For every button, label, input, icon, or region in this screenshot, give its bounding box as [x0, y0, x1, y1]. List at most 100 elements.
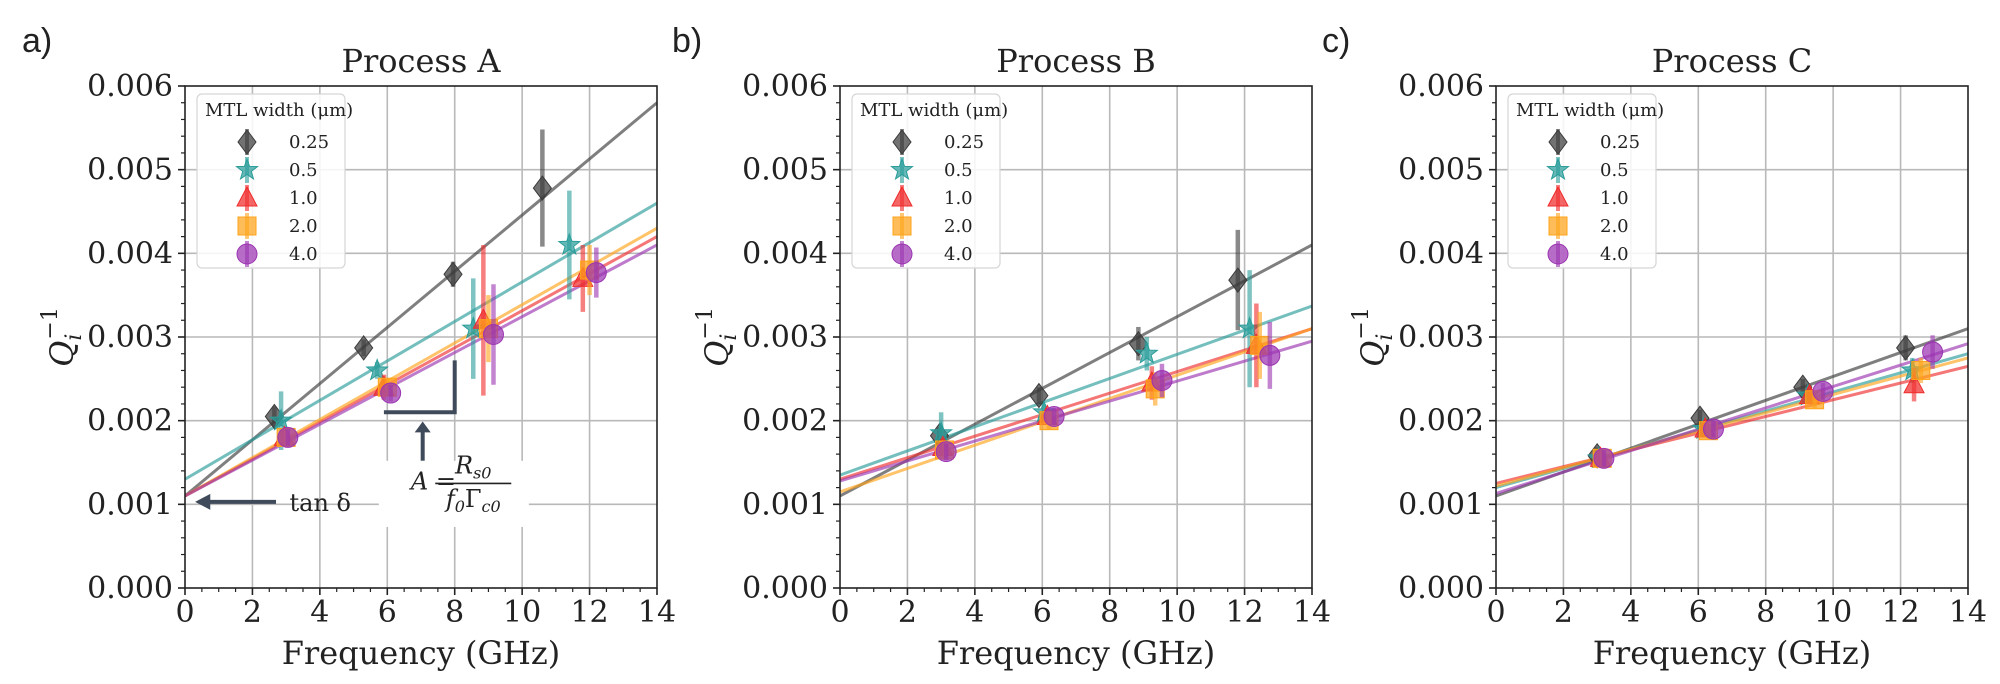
- data-point: [354, 335, 374, 361]
- legend-marker: [1546, 157, 1570, 181]
- slope-bracket: [383, 360, 457, 415]
- data-point: [1911, 360, 1931, 380]
- legend-marker: [1548, 129, 1568, 155]
- legend-label: 1.0: [944, 188, 973, 209]
- data-point: [1896, 335, 1916, 361]
- y-axis-label: Qi−1: [38, 307, 87, 367]
- legend-label: 4.0: [289, 244, 318, 265]
- fit-line-4.0: [1496, 342, 1968, 495]
- data-point: [557, 232, 582, 256]
- gridlines: [840, 86, 1312, 588]
- chart-title: Process B: [996, 42, 1155, 80]
- panel-label: c): [1322, 22, 1350, 60]
- legend-title: MTL width (μm): [205, 100, 353, 121]
- y-tick-label: 0.001: [742, 487, 828, 522]
- plot-frame: [839, 85, 1313, 589]
- y-axis-label-sup: −1: [693, 307, 718, 339]
- y-tick-label: 0.003: [742, 320, 828, 355]
- data-point: [380, 382, 402, 404]
- data-point: [365, 358, 389, 381]
- data-point: [1259, 344, 1281, 366]
- y-tick-label: 0.006: [742, 69, 828, 104]
- legend-marker: [890, 157, 914, 181]
- x-axis-label: Frequency (GHz): [937, 634, 1216, 672]
- y-tick-label: 0.001: [87, 487, 173, 522]
- legend: MTL width (μm) 0.25 0.5 1.0 2.0 4.0: [1507, 93, 1664, 269]
- tan-delta-arrowhead: [195, 493, 211, 510]
- legend-marker: [892, 129, 912, 155]
- plot-area: [840, 229, 1312, 498]
- x-tick-label: 2: [898, 595, 917, 630]
- data-point: [1702, 418, 1724, 440]
- x-axis-label: Frequency (GHz): [282, 634, 561, 672]
- data-point: [1151, 370, 1173, 392]
- series-1.0: [273, 244, 594, 446]
- legend-title: MTL width (μm): [860, 100, 1008, 121]
- x-tick-label: 8: [1756, 595, 1775, 630]
- series-4.0: [935, 321, 1281, 463]
- legend-label: 0.5: [944, 160, 973, 181]
- x-tick-label: 14: [1949, 595, 1987, 630]
- x-tick-label: 12: [1225, 595, 1263, 630]
- formula-lhs: A =: [409, 467, 456, 495]
- legend-marker: [237, 129, 257, 155]
- fit-line-2.0: [185, 226, 657, 498]
- y-axis-label-sub: i: [717, 334, 742, 341]
- y-tick-label: 0.005: [87, 153, 173, 188]
- data-point: [1043, 405, 1065, 427]
- y-tick-label: 0.006: [1398, 69, 1484, 104]
- plot-frame: [184, 85, 658, 589]
- y-tick-label: 0.000: [1398, 571, 1484, 606]
- legend-marker: [1548, 216, 1568, 236]
- fit-line-1.0: [840, 327, 1312, 481]
- fit-line-2.0: [1496, 356, 1968, 488]
- chart-panel-3: c) Process C 0 2 4 6 8 10 12 14 0.000 0.001 0.002 0.0…: [1322, 22, 1987, 672]
- legend-title: MTL width (μm): [1516, 100, 1664, 121]
- legend-label: 0.5: [1600, 160, 1629, 181]
- y-axis-label-sub: i: [62, 334, 87, 341]
- fit-line-0.5: [185, 201, 657, 481]
- y-axis-label-sub: i: [1373, 334, 1398, 341]
- x-tick-label: 4: [1621, 595, 1640, 630]
- formula-denominator: f0Γc0: [444, 485, 501, 516]
- formula-num-main: R: [454, 451, 473, 479]
- x-tick-label: 10: [1814, 595, 1852, 630]
- legend-marker: [892, 216, 912, 236]
- data-point: [482, 323, 504, 345]
- chart-panel-2: b) Process B 0 2 4 6 8 10 12 14 0.000 0.001 0.002 0.0…: [672, 22, 1331, 672]
- x-tick-label: 6: [1033, 595, 1052, 630]
- y-tick-label: 0.002: [1398, 404, 1484, 439]
- legend-marker: [237, 216, 257, 236]
- legend-box: [1507, 93, 1657, 269]
- y-tick-label: 0.004: [742, 236, 828, 271]
- legend-label: 4.0: [1600, 244, 1629, 265]
- data-point: [929, 420, 954, 444]
- data-point: [532, 175, 552, 201]
- y-tick-label: 0.002: [742, 404, 828, 439]
- y-tick-label: 0.004: [1398, 236, 1484, 271]
- y-axis-label-sup: −1: [1349, 307, 1374, 339]
- plot-area: [185, 101, 657, 498]
- legend-box: [196, 93, 346, 269]
- panel-label: b): [672, 22, 702, 60]
- legend-label: 1.0: [1600, 188, 1629, 209]
- x-tick-label: 14: [1293, 595, 1331, 630]
- data-point: [935, 441, 957, 463]
- data-point: [1903, 372, 1925, 394]
- legend-label: 2.0: [289, 216, 318, 237]
- data-point: [269, 408, 293, 431]
- data-point: [585, 262, 607, 284]
- y-axis-label-main: Q: [1354, 341, 1392, 367]
- y-axis-label: Qi−1: [1349, 307, 1398, 367]
- x-tick-label: 0: [830, 595, 849, 630]
- data-point: [1812, 380, 1834, 402]
- legend: MTL width (μm) 0.25 0.5 1.0 2.0 4.0: [196, 93, 353, 269]
- y-tick-label: 0.000: [742, 571, 828, 606]
- legend-label: 0.25: [289, 132, 329, 153]
- slope-arrowhead: [414, 421, 431, 433]
- tan-delta-label: tan δ: [290, 489, 352, 517]
- legend-marker: [236, 243, 258, 265]
- formula-numerator: Rs0: [454, 451, 491, 482]
- y-tick-label: 0.002: [87, 404, 173, 439]
